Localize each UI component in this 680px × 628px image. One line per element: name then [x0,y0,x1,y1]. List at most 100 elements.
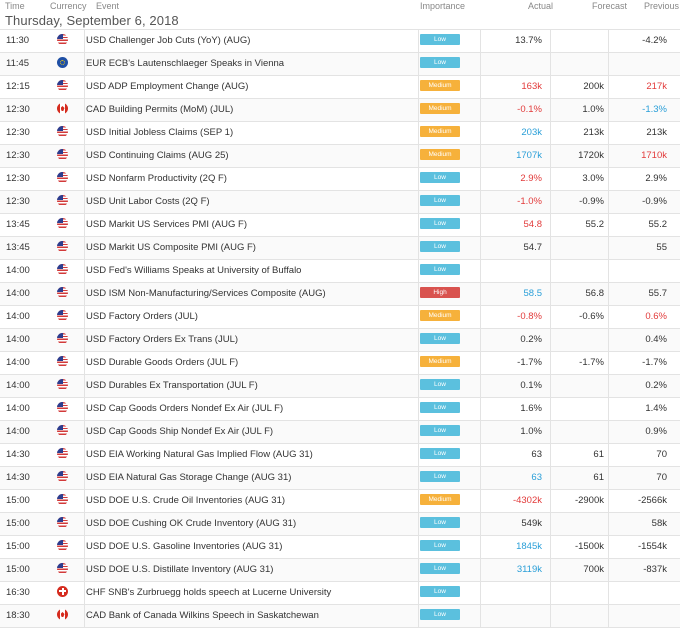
header-time[interactable]: Time [5,1,25,11]
table-row[interactable]: 11:30 USD Challenger Job Cuts (YoY) (AUG)… [0,30,680,53]
table-row[interactable]: 14:00 USD Factory Orders (JUL) Medium -0.8%… [0,306,680,329]
importance-cell: Medium [420,145,460,167]
importance-badge: Low [420,516,460,528]
column-divider [550,168,551,190]
event-name[interactable]: EUR ECB's Lautenschlaeger Speaks in Vien… [86,58,285,69]
table-row[interactable]: 18:30 CAD Bank of Canada Wilkins Speech i… [0,605,680,628]
event-name[interactable]: USD Cap Goods Orders Nondef Ex Air (JUL … [86,403,284,414]
table-row[interactable]: 15:00 USD DOE U.S. Crude Oil Inventories … [0,490,680,513]
event-name[interactable]: USD ADP Employment Change (AUG) [86,81,249,92]
forecast-value [556,30,604,52]
table-row[interactable]: 14:30 USD EIA Natural Gas Storage Change … [0,467,680,490]
importance-badge: Medium [420,102,460,114]
event-name[interactable]: CAD Bank of Canada Wilkins Speech in Sas… [86,610,319,621]
table-row[interactable]: 12:30 USD Initial Jobless Claims (SEP 1) M… [0,122,680,145]
header-importance[interactable]: Importance [420,1,466,11]
table-row[interactable]: 12:30 CAD Building Permits (MoM) (JUL) Med… [0,99,680,122]
event-time: 12:30 [6,150,30,161]
event-name[interactable]: USD DOE U.S. Distillate Inventory (AUG 3… [86,564,274,575]
event-name[interactable]: USD Initial Jobless Claims (SEP 1) [86,127,234,138]
table-row[interactable]: 15:00 USD DOE Cushing OK Crude Inventory … [0,513,680,536]
event-name[interactable]: USD EIA Working Natural Gas Implied Flow… [86,449,313,460]
table-row[interactable]: 12:30 USD Continuing Claims (AUG 25) Mediu… [0,145,680,168]
table-row[interactable]: 14:00 USD Durables Ex Transportation (JUL… [0,375,680,398]
importance-cell: Medium [420,76,460,98]
event-name[interactable]: CAD Building Permits (MoM) (JUL) [86,104,234,115]
column-divider [84,260,85,282]
table-row[interactable]: 14:00 USD Factory Orders Ex Trans (JUL) Lo… [0,329,680,352]
actual-value: 203k [521,127,542,138]
table-row[interactable]: 14:00 USD Fed's Williams Speaks at Univer… [0,260,680,283]
event-name[interactable]: USD DOE U.S. Crude Oil Inventories (AUG … [86,495,286,506]
header-forecast[interactable]: Forecast [592,1,628,11]
currency-flag-cell [57,421,71,443]
column-divider [480,122,481,144]
importance-cell: Medium [420,352,460,374]
flag-us-icon [57,401,68,413]
event-name[interactable]: USD EIA Natural Gas Storage Change (AUG … [86,472,292,483]
table-row[interactable]: 14:00 USD Durable Goods Orders (JUL F) Med… [0,352,680,375]
column-divider [84,168,85,190]
event-name[interactable]: USD Factory Orders (JUL) [86,311,198,322]
table-row[interactable]: 14:30 USD EIA Working Natural Gas Implied… [0,444,680,467]
importance-cell: Medium [420,122,460,144]
table-row[interactable]: 12:30 USD Unit Labor Costs (2Q F) Low -1.0%… [0,191,680,214]
event-name[interactable]: USD Cap Goods Ship Nondef Ex Air (JUL F) [86,426,274,437]
previous-value: 70 [656,472,667,483]
table-row[interactable]: 12:15 USD ADP Employment Change (AUG) Medi… [0,76,680,99]
event-name[interactable]: USD ISM Non-Manufacturing/Services Compo… [86,288,326,299]
table-row[interactable]: 14:00 USD Cap Goods Ship Nondef Ex Air (J… [0,421,680,444]
importance-cell: Medium [420,99,460,121]
column-divider [84,536,85,558]
event-name[interactable]: USD Durable Goods Orders (JUL F) [86,357,239,368]
flag-us-icon [57,148,68,160]
previous-value: 2.9% [645,173,667,184]
event-name[interactable]: USD Factory Orders Ex Trans (JUL) [86,334,239,345]
importance-cell: Medium [420,490,460,512]
table-row[interactable]: 13:45 USD Markit US Services PMI (AUG F) L… [0,214,680,237]
table-row[interactable]: 16:30 CHF SNB's Zurbruegg holds speech at… [0,582,680,605]
event-name[interactable]: USD Fed's Williams Speaks at University … [86,265,302,276]
column-divider [480,191,481,213]
event-name[interactable]: USD Challenger Job Cuts (YoY) (AUG) [86,35,251,46]
table-row[interactable]: 14:00 USD Cap Goods Orders Nondef Ex Air … [0,398,680,421]
actual-value [480,582,542,604]
column-divider [608,168,609,190]
currency-flag-cell [57,329,71,351]
event-name[interactable]: USD DOE Cushing OK Crude Inventory (AUG … [86,518,297,529]
column-divider [84,145,85,167]
table-row[interactable]: 15:00 USD DOE U.S. Gasoline Inventories (… [0,536,680,559]
column-divider [418,260,419,282]
actual-value: -0.1% [517,104,542,115]
currency-flag-cell [57,145,71,167]
event-name[interactable]: USD Markit US Composite PMI (AUG F) [86,242,256,253]
previous-value: 55.2 [648,219,668,230]
forecast-value: 213k [583,127,604,138]
event-name[interactable]: USD DOE U.S. Gasoline Inventories (AUG 3… [86,541,283,552]
event-name[interactable]: USD Unit Labor Costs (2Q F) [86,196,210,207]
event-name[interactable]: USD Durables Ex Transportation (JUL F) [86,380,258,391]
table-row[interactable]: 14:00 USD ISM Non-Manufacturing/Services … [0,283,680,306]
table-row[interactable]: 12:30 USD Nonfarm Productivity (2Q F) Low 2… [0,168,680,191]
table-row[interactable]: 13:45 USD Markit US Composite PMI (AUG F)… [0,237,680,260]
actual-value: 163k [521,81,542,92]
importance-badge: Medium [420,355,460,367]
forecast-value: 200k [583,81,604,92]
header-previous[interactable]: Previous [644,1,680,11]
forecast-value: 3.0% [582,173,604,184]
header-event[interactable]: Event [96,1,120,11]
column-divider [550,490,551,512]
event-name[interactable]: USD Nonfarm Productivity (2Q F) [86,173,227,184]
event-name[interactable]: USD Markit US Services PMI (AUG F) [86,219,247,230]
event-name[interactable]: CHF SNB's Zurbruegg holds speech at Luce… [86,587,332,598]
forecast-value [556,421,604,443]
column-divider [480,444,481,466]
column-divider [418,237,419,259]
header-actual[interactable]: Actual [528,1,554,11]
table-row[interactable]: 11:45 EUR ECB's Lautenschlaeger Speaks in… [0,53,680,76]
header-currency[interactable]: Currency [50,1,87,11]
column-divider [418,145,419,167]
event-name[interactable]: USD Continuing Claims (AUG 25) [86,150,229,161]
table-row[interactable]: 15:00 USD DOE U.S. Distillate Inventory (… [0,559,680,582]
previous-value: -2566k [637,495,667,506]
